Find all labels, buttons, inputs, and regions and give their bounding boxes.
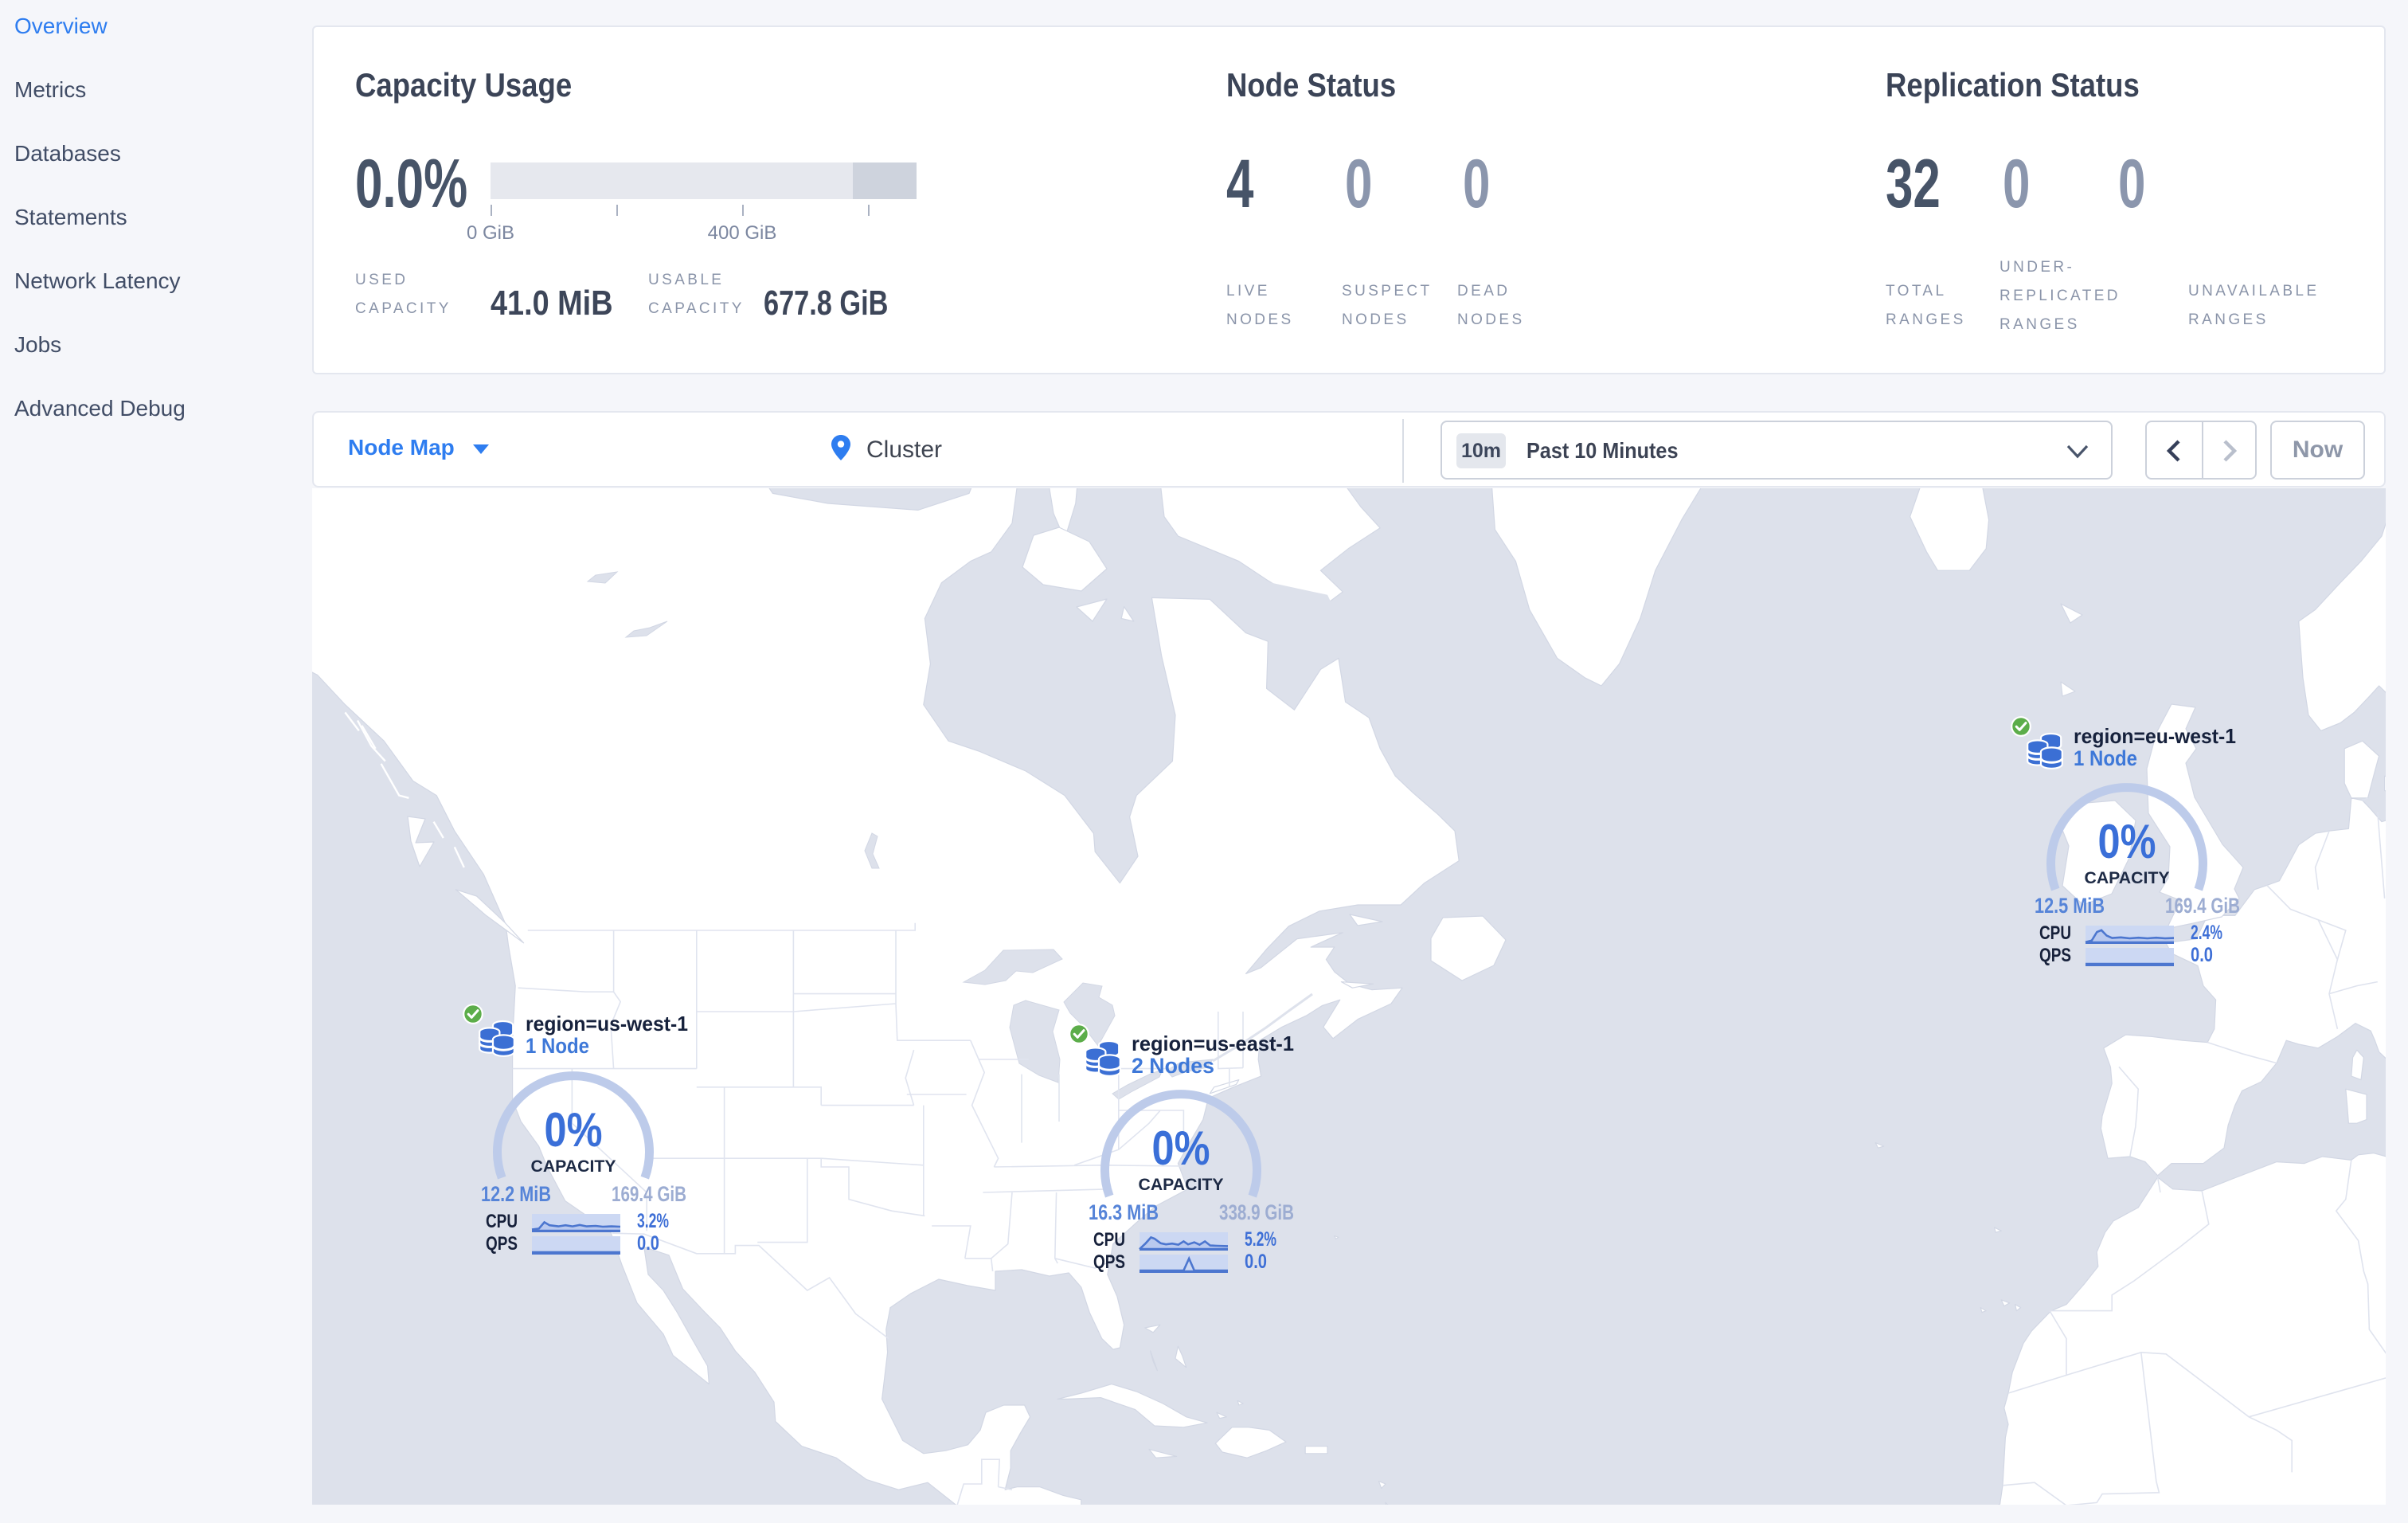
svg-text:CPU: CPU bbox=[1093, 1229, 1125, 1251]
svg-text:338.9 GiB: 338.9 GiB bbox=[1219, 1200, 1294, 1224]
svg-text:CPU: CPU bbox=[2039, 922, 2071, 944]
svg-text:1 Node: 1 Node bbox=[526, 1034, 589, 1058]
svg-text:CPU: CPU bbox=[486, 1211, 518, 1232]
svg-text:0%: 0% bbox=[1152, 1122, 1210, 1175]
svg-text:CAPACITY: CAPACITY bbox=[2085, 869, 2170, 887]
svg-text:CAPACITY: CAPACITY bbox=[1139, 1176, 1224, 1194]
svg-text:QPS: QPS bbox=[2039, 945, 2071, 966]
svg-text:0%: 0% bbox=[2098, 815, 2156, 868]
svg-text:region=us-east-1: region=us-east-1 bbox=[1132, 1032, 1294, 1055]
svg-text:0.0: 0.0 bbox=[637, 1232, 659, 1255]
svg-text:12.2 MiB: 12.2 MiB bbox=[481, 1182, 551, 1206]
svg-text:2 Nodes: 2 Nodes bbox=[1132, 1054, 1214, 1078]
svg-text:12.5 MiB: 12.5 MiB bbox=[2035, 894, 2105, 918]
svg-text:169.4 GiB: 169.4 GiB bbox=[2165, 894, 2240, 918]
svg-text:CAPACITY: CAPACITY bbox=[531, 1157, 616, 1176]
svg-text:0.0: 0.0 bbox=[1245, 1251, 1267, 1273]
svg-text:3.2%: 3.2% bbox=[637, 1210, 669, 1232]
svg-text:QPS: QPS bbox=[486, 1233, 518, 1255]
svg-text:0%: 0% bbox=[545, 1103, 603, 1157]
svg-text:5.2%: 5.2% bbox=[1245, 1228, 1276, 1251]
svg-text:region=eu-west-1: region=eu-west-1 bbox=[2074, 724, 2236, 748]
svg-text:0.0: 0.0 bbox=[2191, 944, 2213, 966]
svg-text:16.3 MiB: 16.3 MiB bbox=[1089, 1200, 1159, 1224]
svg-text:169.4 GiB: 169.4 GiB bbox=[612, 1182, 686, 1206]
svg-text:region=us-west-1: region=us-west-1 bbox=[526, 1012, 688, 1036]
svg-text:1 Node: 1 Node bbox=[2074, 746, 2137, 770]
svg-text:2.4%: 2.4% bbox=[2191, 922, 2222, 944]
svg-text:QPS: QPS bbox=[1093, 1251, 1125, 1273]
